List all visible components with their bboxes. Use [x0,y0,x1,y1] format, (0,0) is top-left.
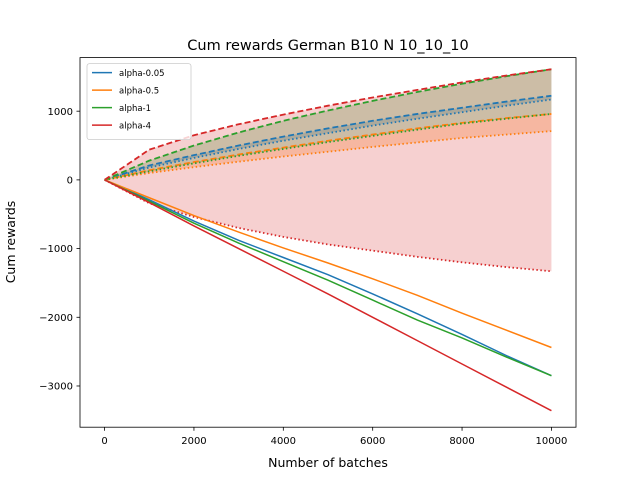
series-2-lower-line [104,113,552,181]
x-tick-label: 2000 [181,436,206,447]
y-axis-label: Cum rewards [3,201,18,284]
series-3-lower-line [104,179,552,273]
series-0-upper-line [104,94,552,181]
band-3-0 [104,69,552,272]
x-tick-label: 0 [101,436,107,447]
y-axis: −3000 −2000 −1000 0 1000 [39,107,80,393]
x-tick-label: 4000 [271,436,296,447]
legend-label-1: alpha-0.5 [119,86,159,96]
chart-title: Cum rewards German B10 N 10_10_10 [187,38,468,54]
y-tick-label: −2000 [39,313,73,324]
series-2-line [104,179,552,377]
band-2-0 [104,69,552,180]
band-1-0 [104,113,552,180]
x-axis-label: Number of batches [268,455,388,470]
band-0-0 [104,95,552,180]
plot-frame [79,57,577,428]
series-0-lower-line [104,98,552,181]
y-tick-label: −1000 [39,244,73,255]
series-0-line [104,179,552,377]
confidence-bands [104,69,552,272]
series-1-line [104,179,552,349]
y-tick-label: 1000 [48,107,73,118]
x-tick-label: 8000 [449,436,474,447]
y-tick-label: −3000 [39,382,73,393]
x-tick-label: 10000 [536,436,568,447]
legend-label-0: alpha-0.05 [119,69,165,79]
legend-label-3: alpha-4 [119,121,151,131]
legend-box [86,63,192,140]
x-tick-label: 6000 [360,436,385,447]
y-tick-label: 0 [67,175,73,186]
legend-label-2: alpha-1 [119,104,151,114]
series-1-lower-line [104,130,552,181]
series-3-upper-line [104,68,552,181]
series-lines [104,68,552,412]
series-2-upper-line [104,68,552,181]
series-3-line [104,179,552,412]
legend: alpha-0.05 alpha-0.5 alpha-1 alpha-4 [86,63,192,140]
x-axis: 0 2000 4000 6000 8000 10000 [101,427,567,447]
series-1-upper-line [104,113,552,181]
